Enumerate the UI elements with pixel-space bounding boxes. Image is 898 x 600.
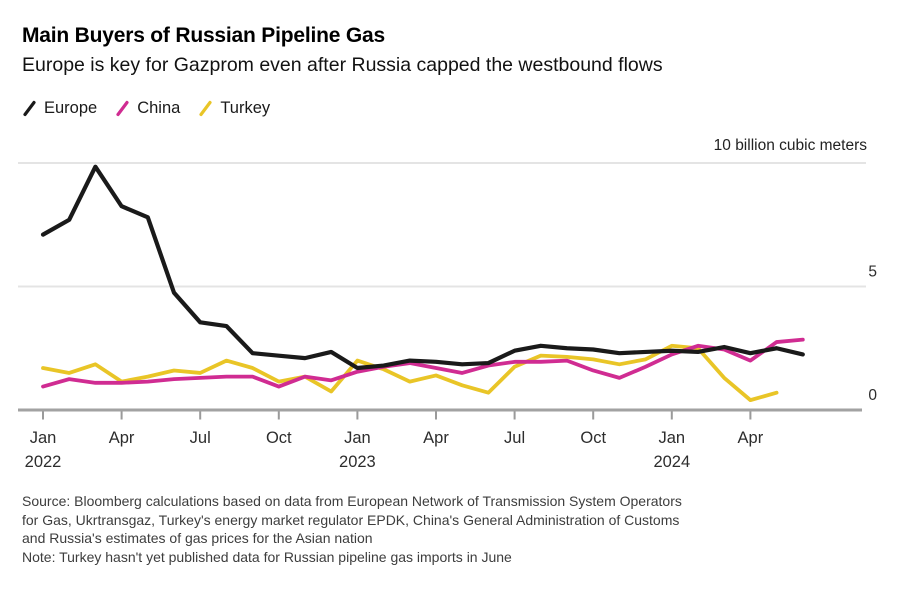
chart-title: Main Buyers of Russian Pipeline Gas [22, 24, 385, 47]
china-line [41, 337, 805, 389]
legend-item-europe: Europe [22, 99, 97, 118]
x-tick-label: Apr [738, 429, 764, 447]
note-line: Note: Turkey hasn't yet published data f… [22, 548, 512, 565]
legend-item-china: China [115, 99, 180, 118]
x-tick-label: Jan [658, 429, 685, 447]
legend-label-china: China [137, 99, 181, 117]
y-tick-label-0: 0 [868, 387, 877, 404]
x-tick-year-label: 2024 [653, 453, 690, 471]
legend-item-turkey: Turkey [198, 99, 270, 118]
europe-line-swatch-icon [23, 100, 36, 117]
footer: Source: Bloomberg calculations based on … [22, 492, 882, 566]
source-line: Source: Bloomberg calculations based on … [22, 493, 682, 509]
source-line: for Gas, Ukrtransgaz, Turkey's energy ma… [22, 511, 680, 528]
y-tick-label-5: 5 [868, 264, 877, 281]
turkey-line [41, 343, 779, 403]
chart-legend: Europe China Turkey [22, 99, 270, 118]
x-tick-label: Apr [423, 429, 449, 447]
china-line-swatch-icon [116, 100, 129, 117]
x-tick-label: Oct [266, 429, 292, 447]
x-tick-label: Jul [190, 429, 211, 447]
x-tick-label: Jan [30, 429, 57, 447]
source-line: and Russia's estimates of gas prices for… [22, 530, 373, 546]
x-tick-year-label: 2022 [25, 453, 62, 471]
legend-label-turkey: Turkey [220, 99, 271, 117]
x-tick-label: Oct [580, 429, 606, 447]
x-tick-label: Jul [504, 429, 525, 447]
legend-label-europe: Europe [44, 99, 98, 117]
europe-line [40, 164, 805, 371]
x-tick-label: Jan [344, 429, 371, 447]
x-tick-label: Apr [109, 429, 135, 447]
y-axis-unit-label: 10 billion cubic meters [713, 137, 867, 154]
chart-subtitle: Europe is key for Gazprom even after Rus… [22, 54, 663, 76]
turkey-line-swatch-icon [199, 100, 212, 117]
x-tick-year-label: 2023 [339, 453, 376, 471]
